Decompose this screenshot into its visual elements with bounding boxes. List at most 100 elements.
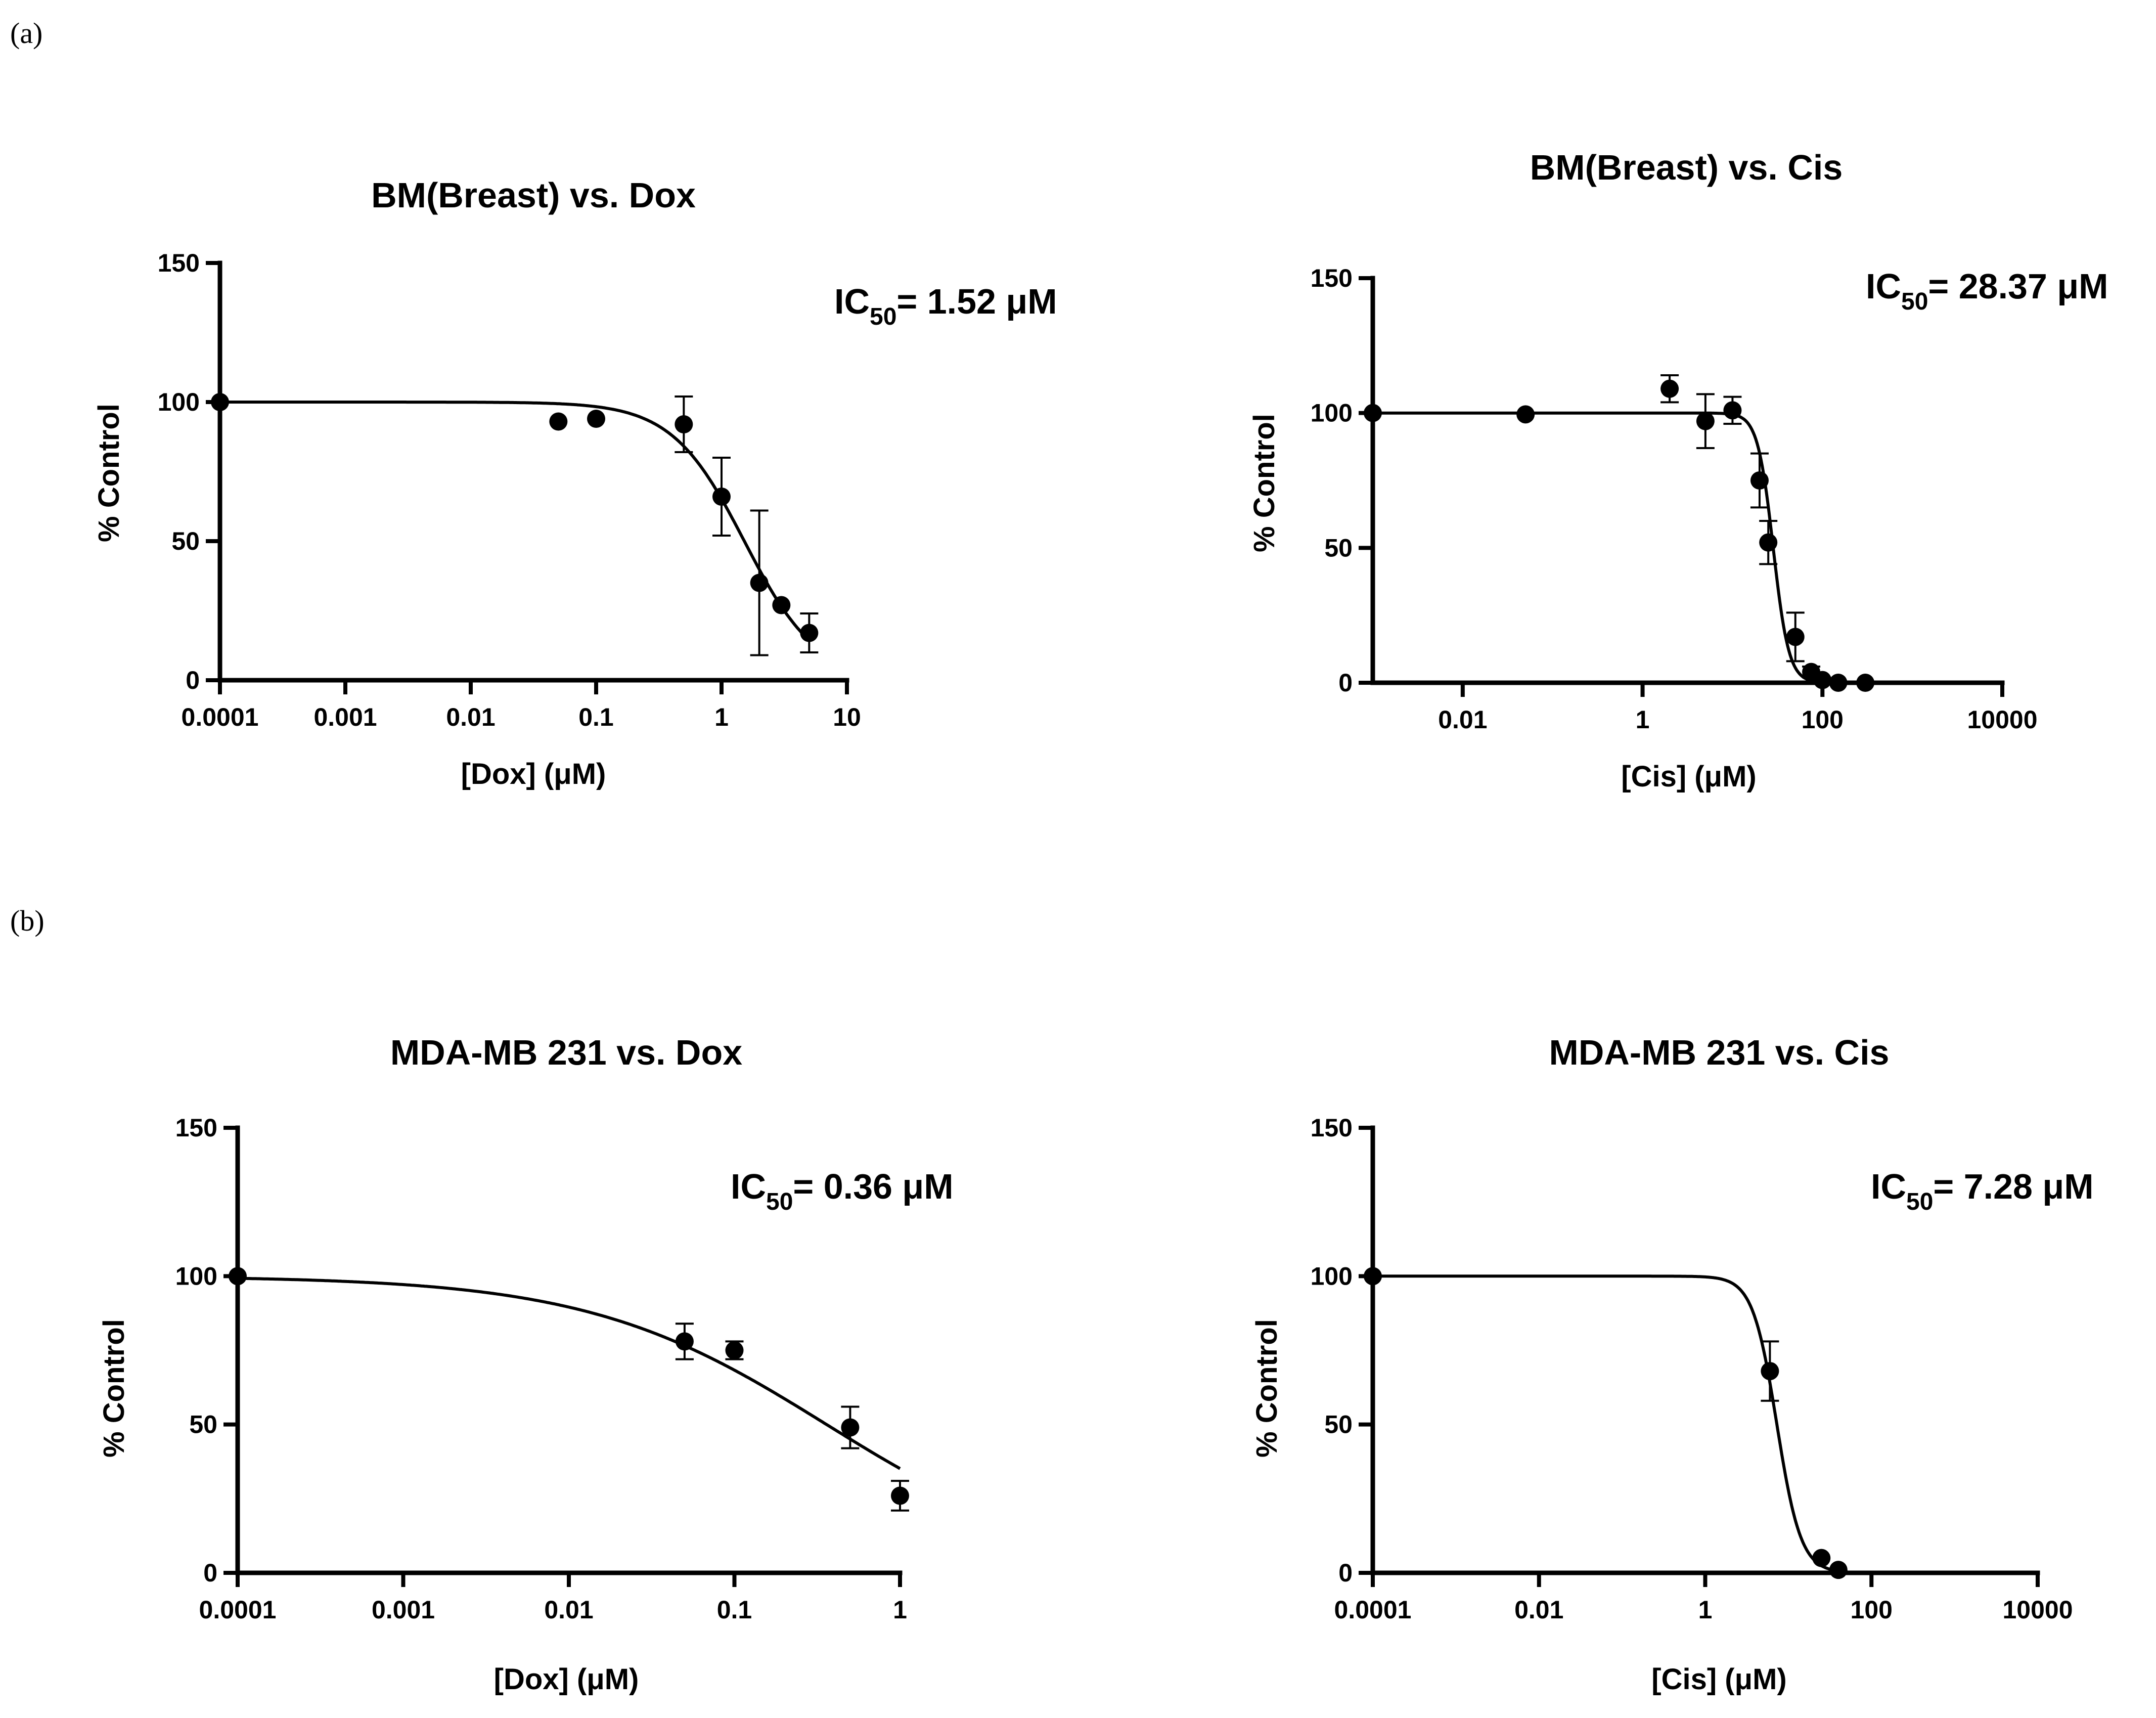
x-axis-label: [Cis] (μM)	[1651, 1663, 1786, 1696]
chart-title: BM(Breast) vs. Dox	[371, 175, 696, 215]
x-tick-label: 1	[1636, 706, 1650, 734]
x-ticks: 0.0001 0.001 0.01 0.1 1	[199, 1573, 907, 1624]
data-point	[1759, 533, 1778, 552]
x-tick-label: 10	[833, 703, 861, 731]
data-point	[549, 412, 568, 431]
data-point	[587, 410, 605, 428]
data-point	[1750, 471, 1769, 490]
ic50-annotation: IC50= 1.52 μM	[834, 282, 1057, 330]
panel-label-b: (b)	[10, 904, 44, 937]
data-point	[675, 415, 693, 433]
x-tick-label: 0.0001	[1334, 1596, 1412, 1624]
x-tick-label: 0.001	[372, 1596, 435, 1624]
data-point	[1364, 404, 1382, 422]
x-ticks: 0.0001 0.001 0.01 0.1 1 10	[182, 680, 861, 731]
data-point	[229, 1267, 247, 1286]
y-tick-label: 100	[1311, 1262, 1353, 1290]
data-points	[211, 393, 819, 656]
data-point	[772, 596, 791, 614]
fit-curve	[1373, 411, 1901, 684]
y-tick-label: 50	[1324, 1411, 1353, 1439]
x-tick-label: 1	[1698, 1596, 1713, 1624]
y-tick-label: 0	[1338, 669, 1353, 697]
y-tick-label: 100	[1311, 399, 1353, 427]
data-point	[1696, 412, 1715, 430]
data-point	[1812, 1549, 1831, 1567]
data-point	[211, 393, 229, 411]
y-axis-label: % Control	[93, 404, 125, 542]
x-tick-label: 0.1	[717, 1596, 752, 1624]
fit-curve	[237, 1276, 901, 1470]
x-tick-label: 0.01	[1514, 1596, 1563, 1624]
y-tick-label: 150	[175, 1114, 217, 1142]
chart-title: MDA-MB 231 vs. Cis	[1549, 1033, 1890, 1072]
data-point	[1829, 674, 1848, 692]
chart-title: BM(Breast) vs. Cis	[1530, 148, 1843, 187]
x-tick-label: 0.01	[1438, 706, 1487, 734]
x-tick-label: 0.01	[446, 703, 495, 731]
x-tick-label: 100	[1802, 706, 1844, 734]
y-tick-label: 50	[189, 1411, 217, 1439]
data-point	[1856, 674, 1875, 692]
data-point	[891, 1486, 909, 1505]
y-ticks: 0 50 100 150	[1311, 1114, 1373, 1587]
x-tick-label: 0.1	[578, 703, 614, 731]
x-axis-label: [Dox] (μM)	[461, 758, 606, 790]
data-points	[1364, 1267, 1848, 1579]
chart-bm-breast-dox: BM(Breast) vs. Dox 0 50 100 150 0.0001 0.001…	[93, 175, 1057, 790]
data-point	[841, 1418, 860, 1437]
ic50-annotation: IC50= 7.28 μM	[1871, 1167, 2094, 1215]
x-ticks: 0.01 1 100 10000	[1438, 683, 2038, 734]
x-tick-label: 0.001	[313, 703, 377, 731]
y-tick-label: 0	[1338, 1559, 1353, 1587]
x-tick-label: 0.01	[544, 1596, 593, 1624]
chart-bm-breast-cis: BM(Breast) vs. Cis 0 50 100 150 0.01 1 100 100…	[1248, 148, 2108, 793]
data-point	[725, 1341, 744, 1359]
y-tick-label: 50	[1324, 534, 1353, 562]
ic50-annotation: IC50= 0.36 μM	[731, 1167, 954, 1215]
data-point	[800, 624, 819, 642]
chart-mda-mb-231-dox: MDA-MB 231 vs. Dox 0 50 100 150 0.0001 0.001…	[98, 1033, 954, 1696]
data-point	[1786, 628, 1805, 646]
data-points	[1364, 374, 1875, 692]
y-tick-label: 150	[158, 249, 200, 277]
fit-curve	[220, 401, 811, 642]
y-ticks: 0 50 100 150	[175, 1114, 238, 1587]
y-ticks: 0 50 100 150	[158, 249, 220, 694]
data-points	[229, 1267, 909, 1512]
y-tick-label: 0	[203, 1559, 217, 1587]
data-point	[1660, 379, 1679, 398]
data-point	[1813, 671, 1832, 689]
x-tick-label: 10000	[1967, 706, 2037, 734]
data-point	[675, 1332, 694, 1351]
panel-label-a: (a)	[10, 17, 42, 50]
chart-mda-mb-231-cis: MDA-MB 231 vs. Cis 0 50 100 150 0.0001 0.01 1…	[1250, 1033, 2094, 1696]
x-tick-label: 100	[1851, 1596, 1893, 1624]
data-point	[712, 488, 731, 506]
y-axis-label: % Control	[1250, 1319, 1283, 1458]
data-point	[1829, 1561, 1848, 1579]
x-tick-label: 0.0001	[199, 1596, 277, 1624]
x-tick-label: 0.0001	[182, 703, 259, 731]
x-tick-label: 10000	[2002, 1596, 2073, 1624]
x-ticks: 0.0001 0.01 1 100 10000	[1334, 1573, 2073, 1624]
data-point	[1516, 405, 1535, 424]
y-tick-label: 100	[175, 1262, 217, 1290]
chart-title: MDA-MB 231 vs. Dox	[390, 1033, 742, 1072]
y-axis-label: % Control	[1248, 414, 1281, 552]
x-tick-label: 1	[893, 1596, 907, 1624]
data-point	[1761, 1362, 1779, 1381]
y-tick-label: 150	[1311, 1114, 1353, 1142]
x-axis-label: [Cis] (μM)	[1621, 760, 1756, 793]
y-tick-label: 150	[1311, 264, 1353, 292]
data-point	[1364, 1267, 1382, 1286]
y-tick-label: 100	[158, 388, 200, 416]
y-ticks: 0 50 100 150	[1311, 264, 1373, 697]
x-axis-label: [Dox] (μM)	[494, 1663, 639, 1696]
fit-curve	[1373, 1274, 1872, 1574]
y-axis-label: % Control	[98, 1319, 130, 1458]
x-tick-label: 1	[714, 703, 729, 731]
data-point	[1723, 401, 1742, 420]
ic50-annotation: IC50= 28.37 μM	[1866, 267, 2108, 315]
